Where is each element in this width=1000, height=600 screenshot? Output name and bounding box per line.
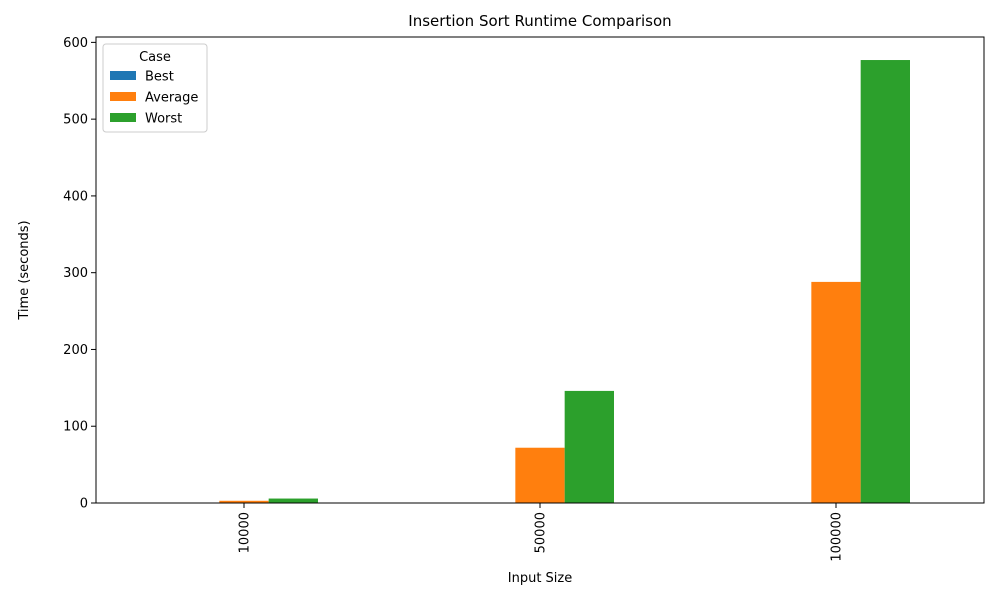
- y-tick-label: 300: [63, 266, 88, 281]
- bar-average-100000: [811, 281, 861, 503]
- x-tick-label: 10000: [238, 512, 253, 553]
- y-tick-label: 600: [63, 36, 88, 51]
- bar-average-50000: [515, 447, 565, 503]
- y-axis-label: Time (seconds): [17, 220, 32, 320]
- bar-average-10000: [219, 500, 269, 503]
- bars-layer: [219, 60, 910, 503]
- legend-title: Case: [139, 50, 171, 65]
- legend-label-best: Best: [145, 70, 174, 85]
- bar-worst-10000: [268, 498, 318, 503]
- bar-worst-50000: [564, 390, 614, 503]
- bar-worst-100000: [860, 60, 910, 503]
- y-tick-label: 0: [80, 497, 88, 512]
- legend-swatch-worst: [110, 113, 136, 122]
- x-axis: 10000 50000 100000: [238, 503, 845, 562]
- x-axis-label: Input Size: [508, 571, 572, 586]
- y-axis: 0 100 200 300 400 500 600: [63, 36, 96, 512]
- x-tick-label: 50000: [534, 512, 549, 553]
- y-tick-label: 500: [63, 113, 88, 128]
- legend-swatch-best: [110, 71, 136, 80]
- legend-swatch-average: [110, 92, 136, 101]
- y-tick-label: 100: [63, 420, 88, 435]
- y-tick-label: 200: [63, 343, 88, 358]
- y-tick-label: 400: [63, 189, 88, 204]
- legend-label-average: Average: [145, 91, 198, 106]
- legend: Case Best Average Worst: [102, 43, 208, 133]
- legend-label-worst: Worst: [145, 112, 182, 127]
- x-tick-label: 100000: [830, 512, 845, 562]
- legend-box: [102, 43, 208, 133]
- chart-title: Insertion Sort Runtime Comparison: [408, 12, 671, 30]
